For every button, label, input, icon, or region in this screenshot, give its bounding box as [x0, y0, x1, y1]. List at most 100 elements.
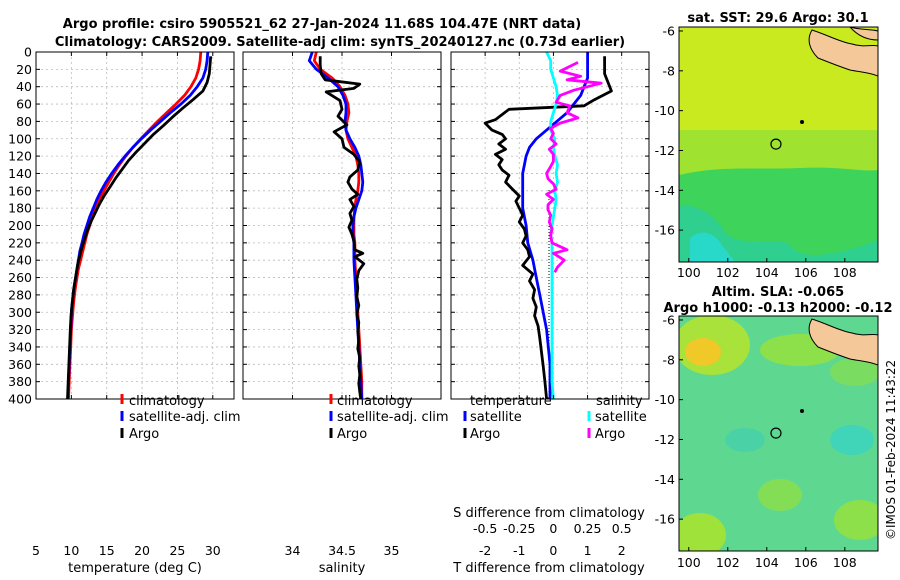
difference-legend: temperature satellite Argo salinity sate…: [463, 394, 647, 442]
map-x-tick-label: 108: [833, 265, 857, 280]
difference-grid: [451, 51, 649, 400]
sla-high-southwest: [679, 513, 726, 551]
s-tick-label: -0.5: [473, 521, 497, 536]
y-tick-label: 200: [8, 218, 32, 233]
map-y-tick-label: -6: [663, 312, 676, 327]
sst-map-ticks: 100 102 104 106 108 -6 -8 -10 -12 -14 -16: [655, 23, 857, 280]
map-y-tick-label: -12: [655, 432, 675, 447]
salinity-lines: [307, 52, 366, 399]
sla-high-south: [758, 479, 802, 511]
x-tick-label: 30: [205, 543, 221, 558]
y-tick-label: 140: [8, 166, 32, 181]
map-y-tick-label: -16: [655, 223, 675, 238]
sst-map-frame: [678, 26, 879, 263]
sst-coldest-water: [690, 232, 735, 262]
java-landmass: [808, 29, 878, 77]
sst-cooler-water: [679, 205, 878, 262]
map-y-tick-label: -8: [663, 63, 676, 78]
christmas-island: [800, 120, 804, 124]
difference-ticks: -2 -1 0 1 2: [451, 51, 649, 558]
temperature-xlabel: temperature (deg C): [68, 561, 202, 576]
map-x-tick-label: 106: [794, 265, 818, 280]
argo-float-marker: [770, 138, 782, 150]
y-tick-label: 180: [8, 201, 32, 216]
temperature-ticks: 0 20 40 60 80 100 120 140 160 180 200 220 240 260 280 3…: [8, 45, 234, 558]
legend-label-climatology: climatology: [337, 394, 413, 409]
y-tick-label: 280: [8, 287, 32, 302]
argo-float-marker: [770, 427, 782, 439]
y-tick-label: 20: [16, 62, 32, 77]
y-tick-label: 340: [8, 339, 32, 354]
sla-map-title2: Argo h1000: -0.13 h2000: -0.12: [663, 301, 892, 316]
sla-map-ticks: 100 102 104 106 108 -6 -8 -10 -12 -14 -16: [655, 312, 857, 570]
legend-label-temp-argo: Argo: [470, 427, 500, 442]
legend-label-satellite: satellite-adj. clim: [337, 410, 449, 425]
salinity-ticks: 34 34.5 35: [243, 51, 441, 558]
sla-peak-northwest: [685, 338, 721, 366]
sst-map-panel: sat. SST: 29.6 Argo: 30.1 100 102 104 106 10…: [655, 11, 879, 280]
y-tick-label: 80: [16, 114, 32, 129]
t-difference-label: T difference from climatology: [452, 561, 645, 576]
sla-low-east: [830, 425, 874, 455]
x-tick-label: 10: [63, 543, 79, 558]
map-y-tick-label: -8: [663, 352, 676, 367]
java-landmass: [808, 318, 878, 366]
y-tick-label: 0: [24, 45, 32, 60]
legend-label-sal-argo: Argo: [595, 427, 625, 442]
y-tick-label: 240: [8, 253, 32, 268]
y-tick-label: 360: [8, 357, 32, 372]
s-difference-label: S difference from climatology: [453, 506, 645, 521]
figure-title-line2: Climatology: CARS2009. Satellite-adj cli…: [55, 35, 625, 50]
x-tick-label: 34: [285, 543, 301, 558]
map-x-tick-label: 108: [833, 555, 857, 570]
s-difference-ticks: -0.5 -0.25 0 0.25 0.5: [473, 521, 632, 536]
sla-map-title1: Altim. SLA: -0.065: [712, 285, 844, 300]
y-tick-label: 160: [8, 183, 32, 198]
x-tick-label: 1: [584, 543, 592, 558]
salinity-xlabel: salinity: [319, 561, 366, 576]
series-salinity-argo: [545, 61, 603, 273]
salinity-panel: 34 34.5 35 salinity climatology satellite-…: [242, 51, 449, 576]
y-tick-label: 40: [16, 79, 32, 94]
map-x-tick-label: 104: [755, 555, 779, 570]
difference-panel: -2 -1 0 1 2 S difference from climatology -0…: [450, 51, 650, 576]
x-tick-label: 5: [32, 543, 40, 558]
sla-map-frame: [678, 315, 879, 552]
s-tick-label: 0: [549, 521, 557, 536]
map-y-tick-label: -12: [655, 143, 675, 158]
y-tick-label: 220: [8, 235, 32, 250]
map-y-tick-label: -14: [655, 472, 675, 487]
christmas-island: [800, 409, 804, 413]
y-tick-label: 260: [8, 270, 32, 285]
s-tick-label: 0.25: [574, 521, 602, 536]
map-x-tick-label: 104: [755, 265, 779, 280]
sla-map-panel: Altim. SLA: -0.065 Argo h1000: -0.13 h20…: [655, 285, 893, 570]
legend-temperature-title: temperature: [470, 394, 552, 409]
temperature-grid: [35, 51, 234, 400]
temperature-lines: [66, 52, 213, 399]
s-tick-label: -0.25: [503, 521, 535, 536]
x-tick-label: 15: [99, 543, 115, 558]
map-y-tick-label: -14: [655, 183, 675, 198]
x-tick-label: 35: [384, 543, 400, 558]
sla-high-east: [830, 358, 878, 386]
y-tick-label: 60: [16, 97, 32, 112]
map-y-tick-label: -6: [663, 23, 676, 38]
y-tick-label: 120: [8, 149, 32, 164]
x-tick-label: -1: [513, 543, 525, 558]
s-tick-label: 0.5: [612, 521, 632, 536]
sla-map-field: [679, 316, 878, 551]
salinity-legend: climatology satellite-adj. clim Argo: [329, 394, 449, 442]
map-y-tick-label: -10: [655, 392, 675, 407]
x-tick-label: 20: [134, 543, 150, 558]
temperature-legend: climatology satellite-adj. clim Argo: [120, 394, 241, 442]
series-temperature-satellite: [521, 52, 589, 399]
sst-map-field: [679, 27, 878, 262]
figure-title-line1: Argo profile: csiro 5905521_62 27-Jan-20…: [63, 17, 581, 32]
y-tick-label: 400: [8, 392, 32, 407]
sst-map-title: sat. SST: 29.6 Argo: 30.1: [687, 11, 868, 26]
legend-label-climatology: climatology: [129, 394, 205, 409]
x-tick-label: 0: [549, 543, 557, 558]
temperature-panel: 0 20 40 60 80 100 120 140 160 180 200 220 240 260 280 3…: [8, 45, 240, 577]
